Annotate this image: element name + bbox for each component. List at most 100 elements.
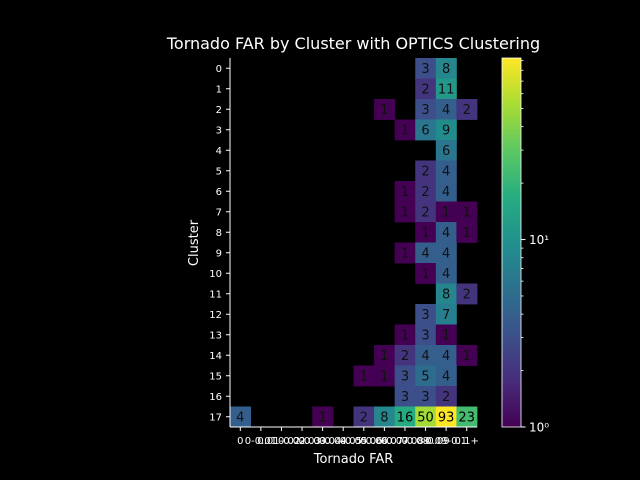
y-tick-label: 13 <box>209 330 222 341</box>
heatmap-cell <box>394 324 416 346</box>
heatmap-cell <box>415 386 437 407</box>
heatmap-cell <box>456 222 478 243</box>
heatmap-cell <box>435 140 457 161</box>
heatmap-cell <box>435 99 457 120</box>
heatmap-cell <box>394 365 416 387</box>
x-tick-label: 0 <box>237 436 243 447</box>
x-tick-label: 0.08-0.09 <box>401 436 449 447</box>
x-tick-label: 0.03-0.04 <box>299 436 347 447</box>
cell-value-label: 4 <box>421 246 429 261</box>
chart-title: Tornado FAR by Cluster with OPTICS Clust… <box>166 34 540 53</box>
cell-value-label: 3 <box>421 390 429 405</box>
x-tick-label: 0-0.01 <box>245 436 277 447</box>
x-tick-label: 0.06-0.07 <box>360 436 408 447</box>
heatmap-cell <box>415 119 437 141</box>
heatmap-cell <box>415 99 437 120</box>
cell-value-label: 1 <box>463 205 471 220</box>
y-tick-label: 9 <box>216 248 222 259</box>
cell-value-label: 1 <box>360 369 368 384</box>
y-tick-label: 7 <box>216 207 222 218</box>
cell-value-label: 3 <box>421 62 429 77</box>
cell-value-label: 4 <box>442 369 450 384</box>
cell-value-label: 11 <box>438 82 455 97</box>
cell-value-label: 50 <box>417 410 434 425</box>
x-tick-label: 0.01-0.02 <box>257 436 305 447</box>
heatmap-cell <box>435 386 457 407</box>
cell-value-label: 4 <box>442 349 450 364</box>
heatmap-cell <box>435 119 457 141</box>
cell-value-label: 6 <box>442 144 450 159</box>
cell-value-label: 2 <box>463 103 471 118</box>
heatmap-cell <box>435 406 457 428</box>
heatmap-cell <box>394 345 416 366</box>
cell-value-label: 1 <box>463 226 471 241</box>
heatmap-cell <box>456 99 478 120</box>
heatmap-cell <box>415 58 437 79</box>
heatmap-cell <box>435 283 457 305</box>
heatmap-cell <box>435 201 457 223</box>
heatmap-cell <box>374 406 396 428</box>
heatmap-cell <box>394 181 416 202</box>
cell-value-label: 8 <box>442 287 450 302</box>
cell-value-label: 3 <box>401 390 409 405</box>
heatmap-cell <box>435 345 457 366</box>
heatmap-cell <box>456 283 478 305</box>
heatmap-cell <box>435 78 457 100</box>
heatmap-cell <box>435 160 457 182</box>
colorbar-tick-label: 10⁰ <box>529 421 549 435</box>
cell-value-label: 2 <box>360 410 368 425</box>
plot-area: 3 82 111 3 4 21 6 962 41 2 41 2 1 11 4 11 4 41 48 23 71 3 11 2 4… <box>229 58 478 428</box>
heatmap-cell <box>394 406 416 428</box>
heatmap-cell <box>312 406 334 428</box>
cell-value-label: 7 <box>442 308 450 323</box>
cell-value-label: 4 <box>442 164 450 179</box>
colorbar-tick-label: 10¹ <box>529 233 549 247</box>
cell-value-label: 2 <box>401 349 409 364</box>
cell-value-label: 1 <box>442 328 450 343</box>
cell-value-label: 1 <box>401 328 409 343</box>
cell-value-label: 4 <box>421 349 429 364</box>
cell-value-label: 2 <box>421 164 429 179</box>
x-axis-label: Tornado FAR <box>313 452 394 467</box>
heatmap-cell <box>415 304 437 325</box>
cell-value-label: 1 <box>421 267 429 282</box>
cell-value-label: 6 <box>421 123 429 138</box>
heatmap-cell <box>374 345 396 366</box>
y-tick-label: 11 <box>209 289 222 300</box>
heatmap-cell <box>456 201 478 223</box>
x-tick-label: 0.09-0.1 <box>425 436 467 447</box>
cell-value-label: 1 <box>463 349 471 364</box>
colorbar: 10⁰ 10¹ <box>501 57 549 435</box>
heatmap-cell <box>435 58 457 79</box>
y-tick-label: 0 <box>216 64 222 75</box>
cell-value-label: 4 <box>442 185 450 200</box>
heatmap-cell <box>415 365 437 387</box>
heatmap-cell <box>374 365 396 387</box>
heatmap-cell <box>435 324 457 346</box>
cell-value-label: 3 <box>401 369 409 384</box>
colorbar-gradient <box>501 57 522 428</box>
cell-value-label: 93 <box>438 410 455 425</box>
heatmap-cell <box>435 365 457 387</box>
cell-value-label: 4 <box>236 410 244 425</box>
cell-value-label: 1 <box>401 205 409 220</box>
heatmap-cell <box>394 119 416 141</box>
cell-value-label: 8 <box>442 62 450 77</box>
heatmap-cell <box>353 365 375 387</box>
x-tick-label: 0.1+ <box>455 436 479 447</box>
y-tick-label: 10 <box>209 269 222 280</box>
cell-value-label: 3 <box>421 103 429 118</box>
heatmap-cell <box>435 304 457 325</box>
cell-value-label: 1 <box>442 205 450 220</box>
heatmap-cell <box>374 99 396 120</box>
y-axis-label: Cluster <box>187 219 202 266</box>
heatmap-cell <box>394 201 416 223</box>
cell-value-label: 1 <box>421 226 429 241</box>
cell-value-label: 2 <box>421 82 429 97</box>
x-axis: 0 0-0.010.01-0.020.02-0.030.03-0.040.04-0… <box>237 427 479 447</box>
cell-value-label: 2 <box>463 287 471 302</box>
heatmap-cell <box>415 201 437 223</box>
y-tick-label: 5 <box>216 166 222 177</box>
